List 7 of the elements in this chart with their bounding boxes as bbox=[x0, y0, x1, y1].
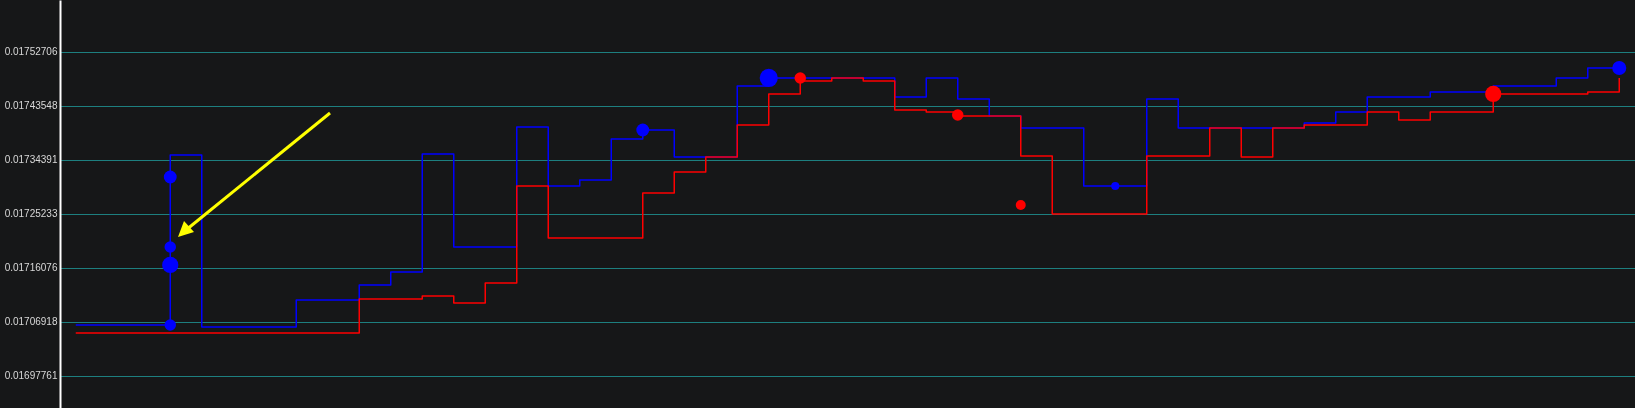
y-tick-label: 0.01752706 bbox=[4, 46, 58, 58]
y-tick-label: 0.01734391 bbox=[4, 154, 58, 166]
y-tick-label: 0.01706918 bbox=[4, 316, 58, 328]
y-tick-label: 0.01697761 bbox=[4, 370, 58, 382]
y-tick-label: 0.01716076 bbox=[4, 262, 58, 274]
y-tick-label: 0.01743548 bbox=[4, 100, 58, 112]
y-tick-label: 0.01725233 bbox=[4, 208, 58, 220]
